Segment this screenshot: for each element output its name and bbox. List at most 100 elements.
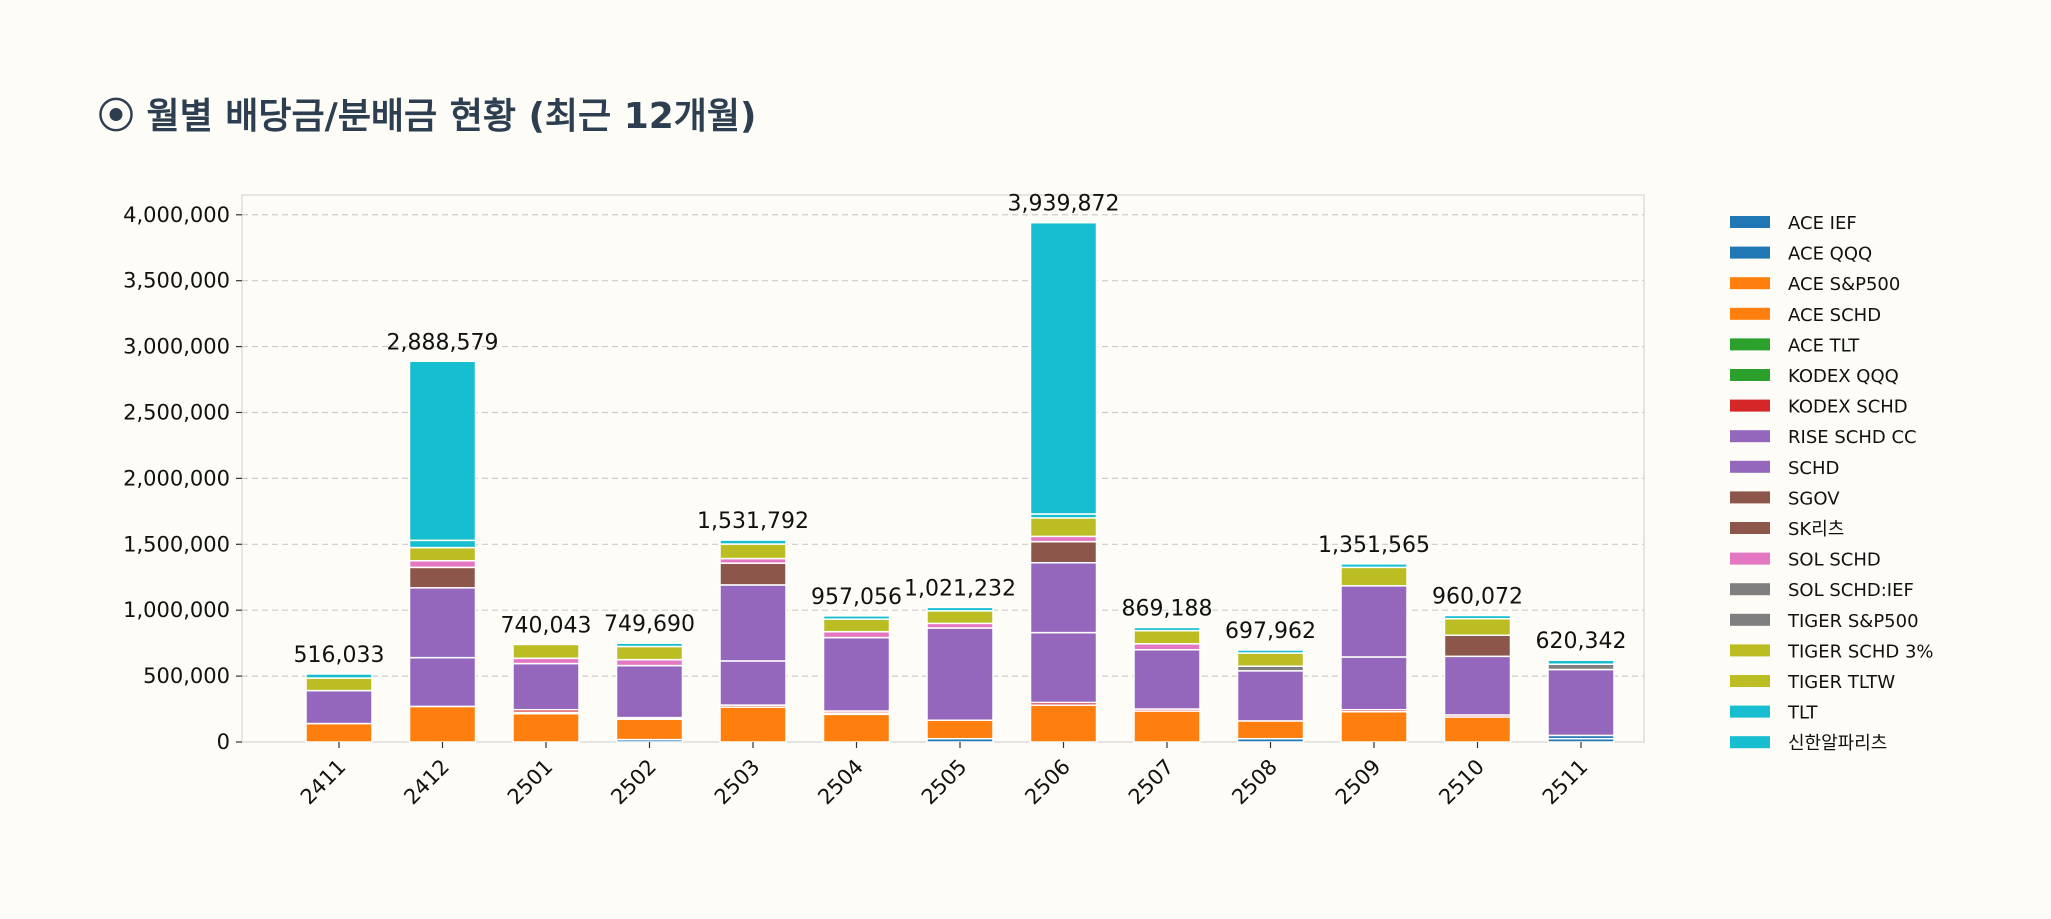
chart-title: ⦿ 월별 배당금/분배금 현황 (최근 12개월) — [98, 96, 757, 137]
bar-segment — [1029, 704, 1098, 743]
bar-segment — [305, 689, 373, 725]
x-tick-label: 2501 — [503, 755, 558, 810]
bar-segment — [512, 712, 580, 743]
bar-segment — [1029, 631, 1098, 704]
bar-total-label: 516,033 — [294, 643, 385, 668]
bar-total-label: 869,188 — [1122, 596, 1213, 621]
bar-segment — [926, 719, 994, 740]
bar-segment — [1029, 540, 1098, 564]
legend-swatch — [1730, 460, 1770, 473]
legend-swatch — [1730, 246, 1770, 259]
bar-total-label: 697,962 — [1225, 619, 1316, 644]
legend-label: RISE SCHD CC — [1788, 427, 1917, 448]
bar-segment — [512, 662, 580, 711]
bar-segment — [1236, 652, 1305, 667]
legend-swatch — [1730, 399, 1770, 412]
bar-total-label: 740,043 — [501, 613, 592, 638]
y-tick-label: 3,500,000 — [123, 269, 230, 293]
bar-segment — [1340, 656, 1408, 711]
y-tick-label: 3,000,000 — [123, 335, 230, 359]
bar-total-label: 957,056 — [811, 585, 902, 610]
legend-label: SOL SCHD — [1788, 550, 1881, 571]
bar-segment — [822, 636, 891, 712]
legend-label: KODEX SCHD — [1788, 397, 1908, 418]
legend-label: KODEX QQQ — [1788, 366, 1899, 387]
legend-swatch — [1730, 675, 1770, 687]
bar-total-label: 1,351,565 — [1318, 533, 1430, 558]
bar-segment — [926, 610, 994, 625]
x-tick-label: 2511 — [1538, 755, 1593, 810]
legend-swatch — [1730, 522, 1770, 534]
bar-total-label: 3,939,872 — [1008, 192, 1120, 217]
bar-segment — [1340, 710, 1408, 743]
bar-segment — [822, 630, 891, 639]
bar-segment — [926, 627, 994, 722]
bar-segment — [719, 543, 787, 560]
legend-swatch — [1730, 430, 1770, 443]
bar-total-label: 960,072 — [1432, 584, 1523, 609]
x-tick-label: 2504 — [813, 755, 868, 810]
bar-total-label: 1,531,792 — [697, 509, 809, 534]
legend-label: ACE TLT — [1788, 335, 1860, 356]
bar-segment — [1029, 535, 1098, 543]
legend-swatch — [1730, 216, 1770, 228]
legend-swatch — [1730, 369, 1770, 381]
bar-segment — [719, 706, 787, 743]
legend-swatch — [1730, 338, 1770, 351]
bar-segment — [1340, 566, 1408, 587]
bar-segment — [822, 618, 891, 633]
legend-label: TIGER S&P500 — [1787, 611, 1919, 632]
bar-segment — [408, 566, 477, 589]
legend-swatch — [1730, 277, 1770, 290]
bar-segment — [305, 673, 373, 679]
bar-segment — [1133, 648, 1201, 710]
bar-segment — [1133, 629, 1201, 645]
legend-label: TLT — [1787, 703, 1819, 724]
legend-label: SOL SCHD:IEF — [1788, 580, 1914, 601]
bar-segment — [408, 546, 477, 562]
bar-total-label: 620,342 — [1536, 629, 1627, 654]
bar-segment — [1443, 716, 1512, 743]
legend-label: TIGER TLTW — [1787, 672, 1895, 693]
bar-segment — [719, 584, 787, 662]
legend-label: SGOV — [1788, 488, 1840, 509]
bar-total-label: 1,021,232 — [904, 576, 1016, 601]
bar-segment — [408, 360, 477, 542]
y-tick-label: 4,000,000 — [123, 203, 230, 227]
x-tick-label: 2502 — [606, 755, 661, 810]
x-tick-label: 2507 — [1124, 755, 1179, 810]
legend-label: SK리츠 — [1788, 519, 1844, 540]
legend-swatch — [1730, 736, 1770, 749]
x-tick-label: 2412 — [399, 755, 454, 810]
bar-segment — [408, 587, 477, 659]
bar-segment — [615, 645, 684, 661]
legend-swatch — [1730, 307, 1770, 320]
legend-label: ACE IEF — [1788, 213, 1857, 234]
y-tick-label: 1,000,000 — [123, 598, 230, 622]
x-tick-label: 2509 — [1331, 755, 1386, 810]
bar-segment — [1236, 670, 1305, 722]
bar-segment — [615, 642, 684, 648]
bar-segment — [1547, 659, 1615, 665]
bar-segment — [408, 560, 477, 569]
legend-swatch — [1730, 644, 1770, 657]
x-tick-label: 2505 — [917, 755, 972, 810]
bar-segment — [615, 658, 684, 667]
bar-segment — [512, 643, 580, 660]
bar-segment — [1443, 655, 1512, 716]
bar-segment — [1547, 663, 1615, 671]
bar-segment — [305, 722, 373, 743]
y-tick-label: 2,000,000 — [123, 466, 230, 490]
legend-swatch — [1730, 613, 1770, 626]
x-tick-label: 2506 — [1020, 755, 1075, 810]
bar-segment — [615, 718, 684, 741]
legend-label: ACE QQQ — [1788, 244, 1872, 265]
legend-label: 신한알파리츠 — [1788, 733, 1887, 754]
y-tick-label: 500,000 — [143, 664, 230, 688]
bar-segment — [615, 664, 684, 719]
bar-segment — [408, 656, 477, 708]
bar-segment — [408, 539, 477, 549]
bar-segment — [926, 606, 994, 612]
bar-segment — [1133, 626, 1201, 632]
